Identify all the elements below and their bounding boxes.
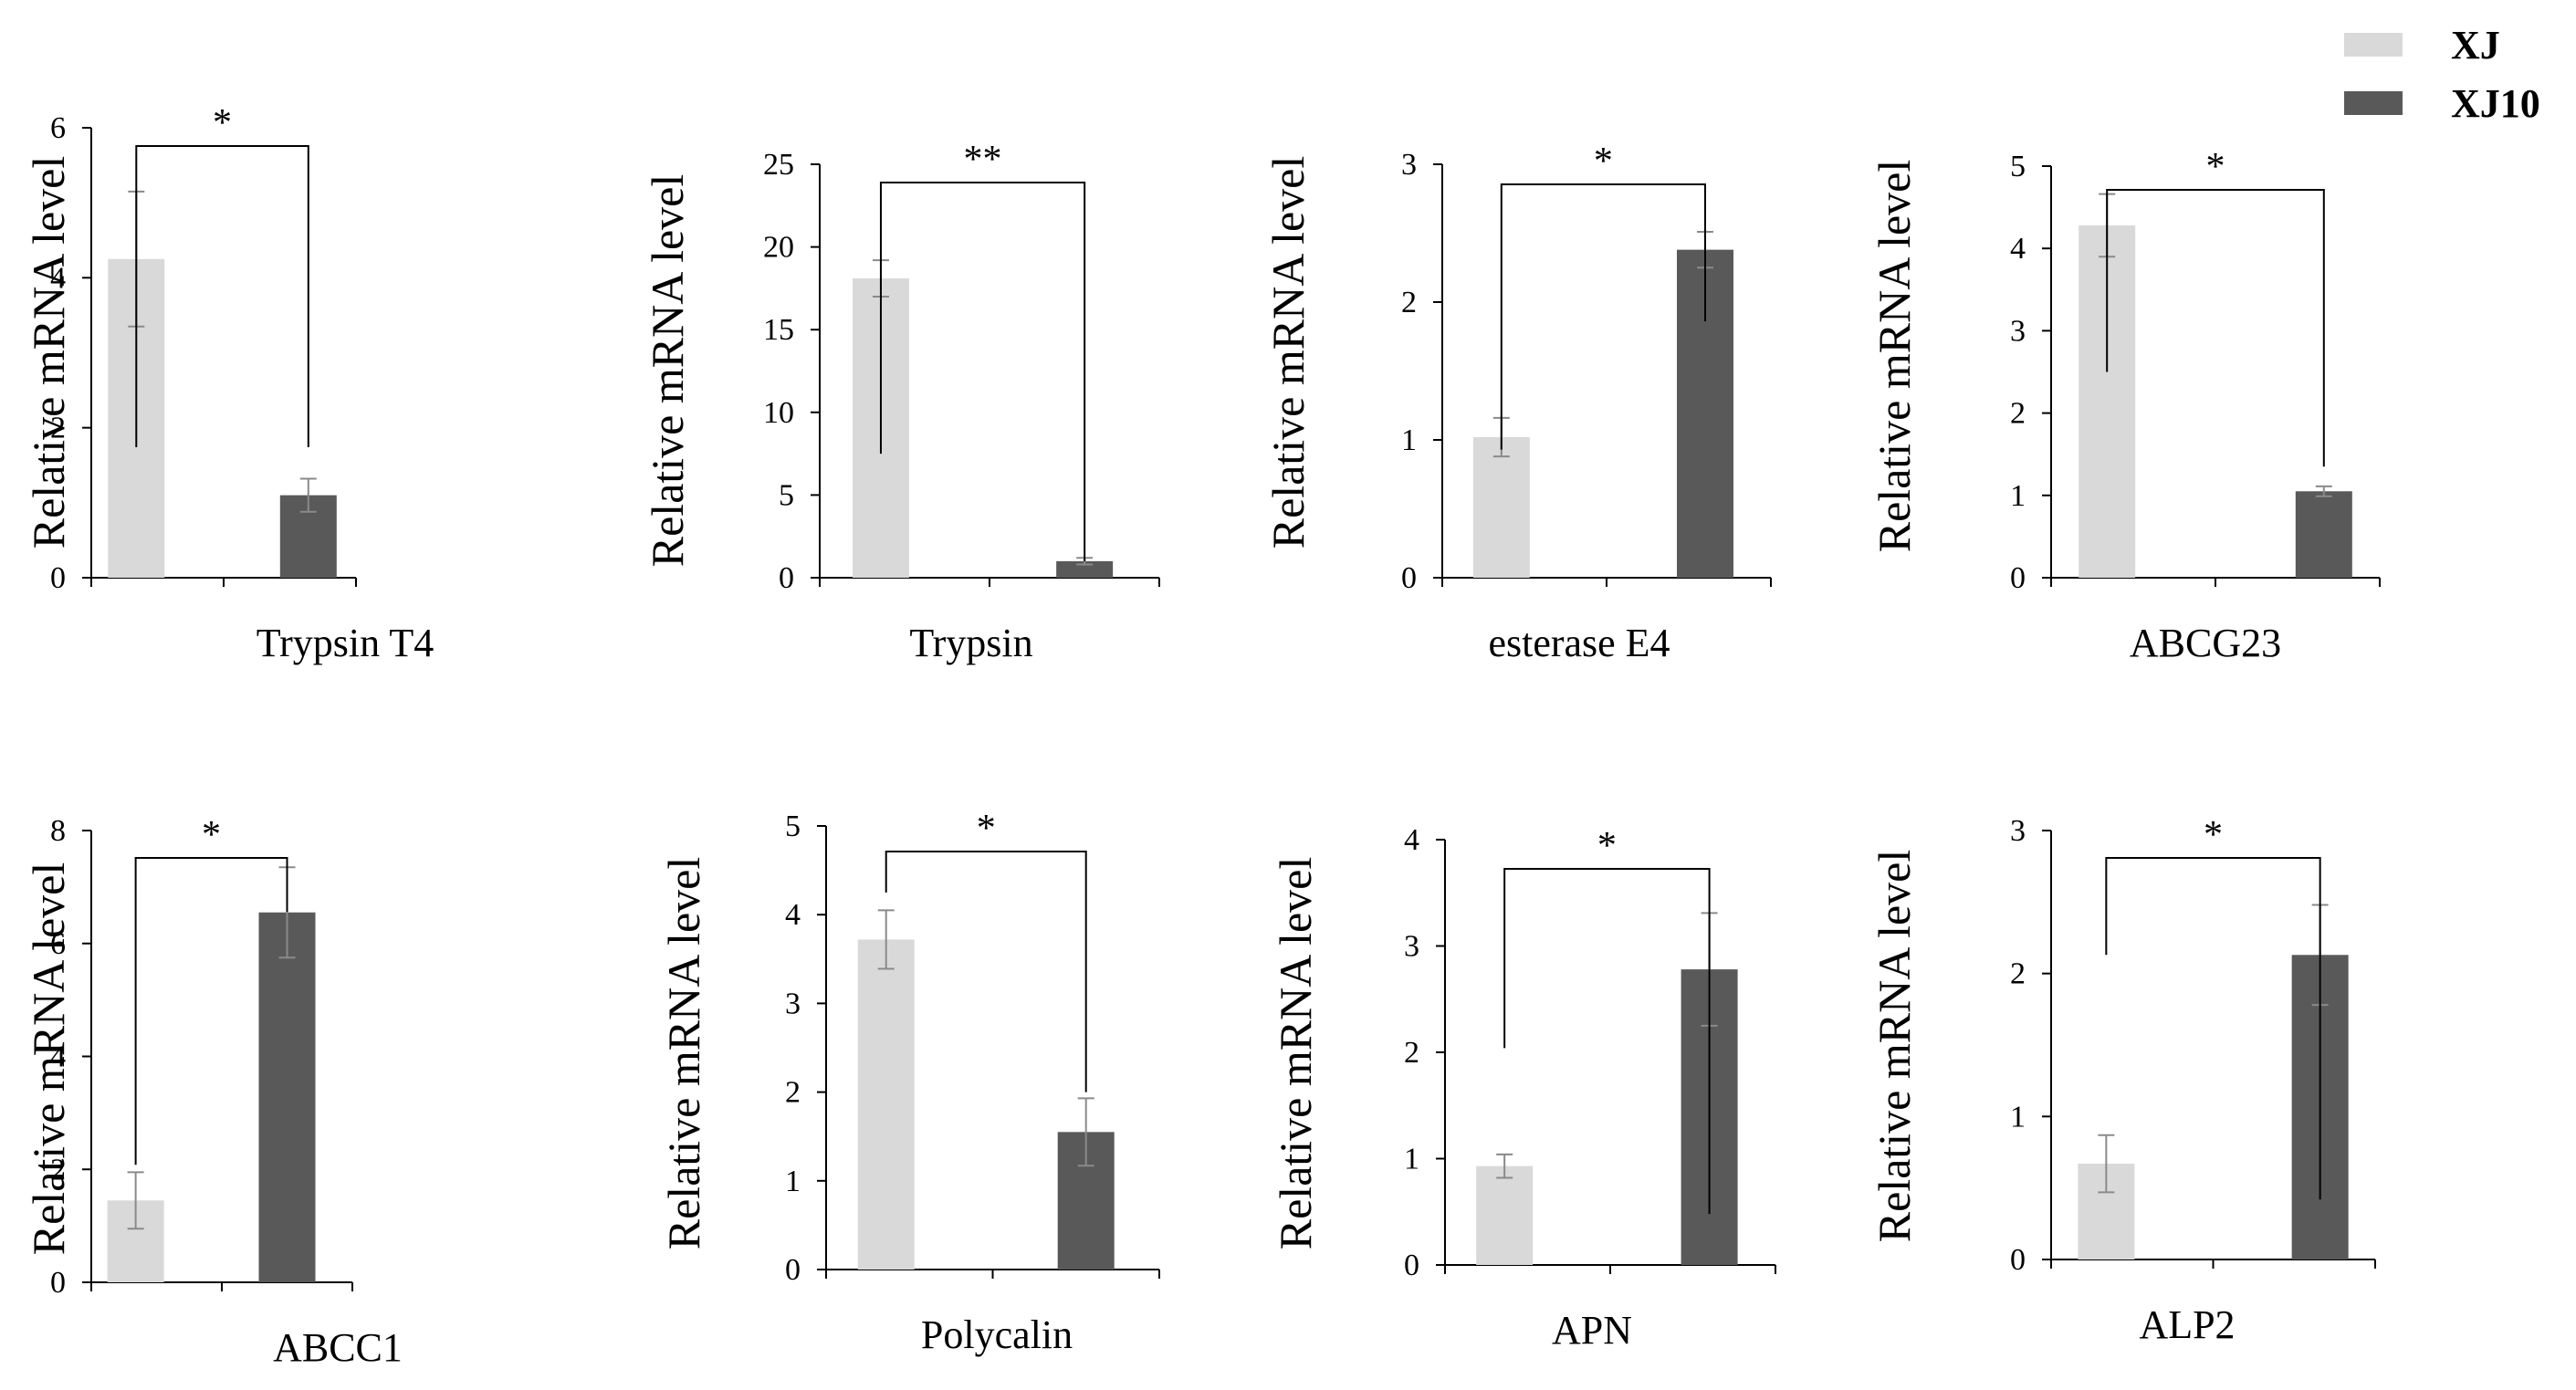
x-axis-label: Trypsin xyxy=(909,621,1032,665)
y-tick-label: 5 xyxy=(785,810,801,843)
significance-bracket xyxy=(135,145,309,448)
y-tick-label: 0 xyxy=(2010,1243,2026,1277)
significance-bracket xyxy=(2106,189,2325,467)
y-tick-label: 2 xyxy=(1404,1036,1419,1070)
significance-bracket xyxy=(885,851,1087,1092)
legend-swatch-xj10 xyxy=(2344,91,2403,115)
y-tick-label: 1 xyxy=(2010,1100,2026,1134)
y-axis-label: Relative mRNA level xyxy=(23,862,74,1255)
y-tick-label: 2 xyxy=(2010,397,2026,431)
panel-trypsin-t4: 0 2 4 6 Relative mRNA level Trypsin T4 * xyxy=(23,102,434,665)
x-axis-label: ABCC1 xyxy=(273,1325,403,1370)
panel-polycalin: 0 1 2 3 4 5 Relative mRNA level Polycalin * xyxy=(658,808,1160,1357)
y-axis-label: Relative mRNA level xyxy=(642,174,693,567)
y-axis-label: Relative mRNA level xyxy=(1262,156,1314,549)
panel-alp2: 0 1 2 3 Relative mRNA level ALP2 * xyxy=(1869,814,2376,1347)
y-tick-label: 3 xyxy=(1404,930,1419,964)
y-tick-label: 4 xyxy=(2010,232,2026,266)
y-tick-label: 1 xyxy=(785,1165,801,1198)
y-tick-label: 2 xyxy=(50,1153,66,1186)
y-tick-label: 2 xyxy=(2010,957,2026,991)
panel-abcc1: 0 2 4 6 8 Relative mRNA level ABCC1 * xyxy=(23,814,403,1370)
y-tick-label: 8 xyxy=(50,814,66,848)
x-axis-label: ALP2 xyxy=(2139,1302,2235,1347)
y-tick-label: 25 xyxy=(763,148,794,182)
significance-label: * xyxy=(977,808,996,850)
y-tick-label: 0 xyxy=(779,561,794,595)
bar-xj xyxy=(857,939,915,1270)
y-tick-label: 2 xyxy=(1401,286,1417,319)
y-tick-label: 10 xyxy=(763,396,794,430)
legend-label-xj10: XJ10 xyxy=(2451,81,2540,126)
x-axis-label: Trypsin T4 xyxy=(257,621,434,665)
significance-label: * xyxy=(213,102,232,144)
y-tick-label: 0 xyxy=(50,1266,66,1300)
y-tick-label: 3 xyxy=(785,987,801,1020)
y-axis-label: Relative mRNA level xyxy=(23,156,74,549)
y-tick-label: 4 xyxy=(50,261,66,295)
bar-xj10 xyxy=(2295,491,2352,578)
significance-label: * xyxy=(1594,141,1613,183)
y-tick-label: 4 xyxy=(785,898,801,932)
significance-bracket xyxy=(879,182,1086,561)
significance-label: ** xyxy=(964,139,1002,181)
y-tick-label: 2 xyxy=(50,412,66,445)
significance-bracket xyxy=(1500,183,1706,450)
x-axis-label: APN xyxy=(1552,1308,1632,1353)
x-axis-label: ABCG23 xyxy=(2130,621,2281,665)
y-tick-label: 15 xyxy=(763,313,794,347)
y-tick-label: 0 xyxy=(1404,1249,1419,1282)
bar-xj10 xyxy=(258,912,316,1282)
y-tick-label: 6 xyxy=(50,111,66,145)
y-tick-label: 20 xyxy=(763,231,794,265)
y-tick-label: 3 xyxy=(2010,814,2026,848)
significance-label: * xyxy=(2206,146,2225,188)
y-tick-label: 1 xyxy=(1401,423,1417,457)
y-tick-label: 0 xyxy=(2010,561,2026,595)
panel-trypsin: 0 5 10 15 20 25 Relative mRNA level Trypsin ** xyxy=(642,139,1160,665)
significance-label: * xyxy=(202,814,221,856)
panel-esterase-e4: 0 1 2 3 Relative mRNA level esterase E4 * xyxy=(1262,141,1772,665)
y-axis-label: Relative mRNA level xyxy=(1869,160,1920,552)
y-axis-label: Relative mRNA level xyxy=(658,857,709,1249)
significance-bracket xyxy=(134,857,288,1165)
y-tick-label: 4 xyxy=(1404,823,1419,857)
y-tick-label: 4 xyxy=(50,1040,66,1074)
bar-xj xyxy=(1472,436,1530,578)
bar-xj10 xyxy=(1056,560,1114,578)
panel-abcg23: 0 1 2 3 4 5 Relative mRNA level ABCG23 * xyxy=(1869,146,2381,665)
y-axis-label: Relative mRNA level xyxy=(1869,850,1920,1242)
y-tick-label: 3 xyxy=(1401,148,1417,182)
y-tick-label: 3 xyxy=(2010,314,2026,348)
y-tick-label: 1 xyxy=(1404,1143,1419,1176)
y-tick-label: 0 xyxy=(1401,561,1417,595)
y-axis-label: Relative mRNA level xyxy=(1270,857,1321,1249)
significance-bracket xyxy=(1503,868,1711,1215)
x-axis-label: esterase E4 xyxy=(1488,621,1670,665)
y-tick-label: 0 xyxy=(50,561,66,595)
legend-label-xj: XJ xyxy=(2451,23,2500,68)
bar-xj xyxy=(1476,1165,1534,1265)
panel-apn: 0 1 2 3 4 Relative mRNA level APN * xyxy=(1270,823,1776,1353)
y-tick-label: 5 xyxy=(779,478,794,512)
significance-label: * xyxy=(2204,814,2223,856)
legend: XJ XJ10 xyxy=(2344,23,2540,126)
y-tick-label: 5 xyxy=(2010,150,2026,183)
x-axis-label: Polycalin xyxy=(921,1312,1073,1357)
significance-label: * xyxy=(1597,825,1617,867)
y-tick-label: 0 xyxy=(785,1253,801,1287)
y-tick-label: 2 xyxy=(785,1076,801,1110)
y-tick-label: 6 xyxy=(50,927,66,961)
y-tick-label: 1 xyxy=(2010,479,2026,513)
significance-bracket xyxy=(2105,857,2321,1200)
legend-swatch-xj xyxy=(2344,33,2403,57)
